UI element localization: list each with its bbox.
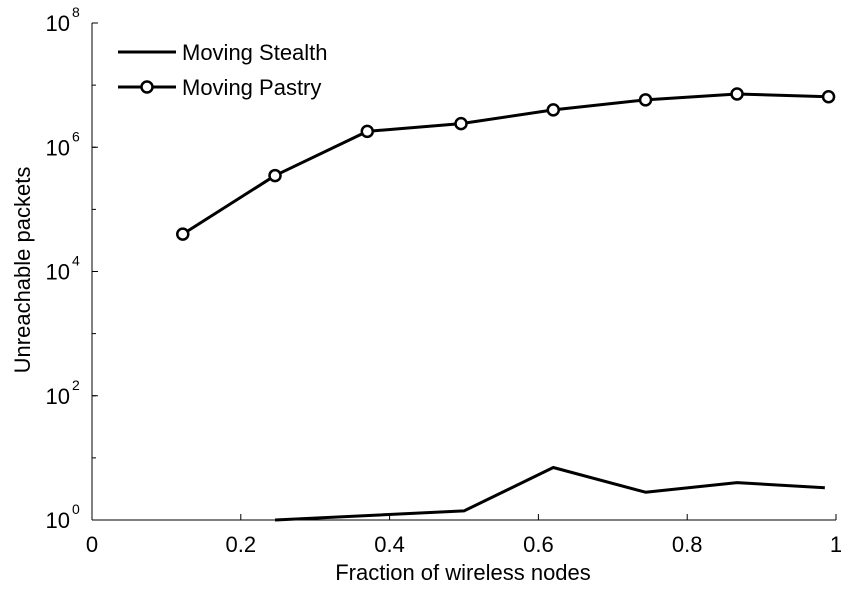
- y-tick-label: 10: [46, 135, 70, 160]
- data-point: [176, 227, 190, 241]
- y-tick-exponent: 0: [72, 501, 80, 517]
- x-ticks: 0 0.2 0.4 0.6 0.8 1: [86, 514, 842, 557]
- legend-item: Moving Pastry: [118, 75, 321, 100]
- y-tick-label: 10: [46, 11, 70, 36]
- x-tick-label: 0.2: [226, 532, 257, 557]
- y-tick-label: 10: [46, 508, 70, 533]
- data-point: [638, 93, 653, 107]
- legend-marker: [140, 80, 154, 94]
- x-axis-label: Fraction of wireless nodes: [335, 560, 591, 585]
- x-tick-label: 0.8: [672, 532, 703, 557]
- y-tick-label: 10: [46, 384, 70, 409]
- series-layer: [176, 87, 836, 522]
- series-line: [274, 465, 825, 522]
- y-tick-exponent: 8: [72, 4, 80, 20]
- data-point: [821, 89, 836, 104]
- legend: Moving Stealth Moving Pastry: [118, 40, 328, 100]
- x-tick-label: 0: [86, 532, 98, 557]
- x-tick-label: 1: [830, 532, 842, 557]
- series-1: [274, 465, 825, 522]
- data-point: [268, 168, 282, 183]
- legend-item: Moving Stealth: [118, 40, 328, 65]
- legend-label: Moving Stealth: [182, 40, 328, 65]
- data-point: [360, 124, 375, 139]
- y-tick-exponent: 6: [72, 128, 80, 144]
- data-point: [730, 87, 744, 101]
- legend-label: Moving Pastry: [182, 75, 321, 100]
- y-tick-exponent: 2: [72, 377, 80, 393]
- series-line: [181, 92, 829, 236]
- y-tick-label: 10: [46, 260, 70, 285]
- x-tick-label: 0.6: [523, 532, 554, 557]
- series-2: [176, 87, 836, 241]
- data-point: [454, 116, 468, 131]
- y-axis-label: Unreachable packets: [10, 167, 35, 374]
- data-point: [546, 103, 561, 117]
- x-tick-label: 0.4: [374, 532, 405, 557]
- y-tick-exponent: 4: [72, 253, 80, 269]
